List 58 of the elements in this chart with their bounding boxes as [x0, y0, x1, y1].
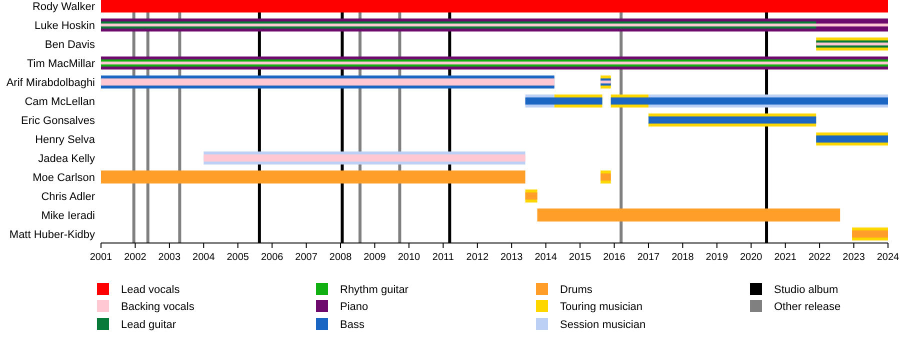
bar [610, 97, 888, 105]
x-tick-label: 2013 [500, 252, 524, 263]
y-tick-label: Arif Mirabdolbaghi [6, 77, 95, 89]
legend-label: Studio album [774, 284, 838, 296]
legend-label: Session musician [560, 319, 646, 331]
x-tick-label: 2008 [329, 252, 352, 263]
y-tick-label: Chris Adler [41, 191, 96, 203]
x-tick-label: 2024 [876, 252, 900, 263]
x-tick-label: 2004 [192, 252, 216, 263]
x-tick-label: 2019 [706, 252, 728, 263]
x-tick-label: 2011 [432, 252, 454, 263]
bar [816, 42, 888, 46]
bar [600, 173, 611, 181]
x-tick-label: 2009 [364, 252, 386, 263]
legend-label: Rhythm guitar [340, 284, 409, 296]
legend-label: Bass [340, 319, 365, 331]
x-tick-label: 2014 [534, 252, 558, 263]
x-tick-label: 2010 [398, 252, 421, 263]
legend-label: Lead vocals [121, 284, 180, 296]
x-tick-label: 2017 [637, 252, 660, 263]
y-tick-label: Luke Hoskin [34, 20, 95, 32]
y-tick-label: Rody Walker [32, 1, 96, 13]
x-tick-label: 2018 [672, 252, 694, 263]
legend-label: Touring musician [560, 301, 643, 313]
x-tick-label: 2006 [260, 252, 284, 263]
y-tick-label: Jadea Kelly [38, 153, 96, 165]
y-tick-label: Cam McLellan [24, 96, 95, 108]
legend-label: Drums [560, 284, 593, 296]
bar [101, 0, 888, 12]
bar [816, 135, 888, 143]
y-tick-label: Moe Carlson [32, 172, 95, 184]
y-tick-label: Henry Selva [35, 134, 96, 146]
y-tick-label: Eric Gonsalves [21, 115, 96, 127]
x-tick-label: 2005 [226, 252, 250, 263]
bar [101, 24, 888, 26]
y-tick-label: Ben Davis [44, 39, 96, 51]
y-tick-label: Mike Ieradi [41, 210, 95, 222]
x-tick-label: 2021 [774, 252, 797, 263]
legend-label: Piano [340, 301, 368, 313]
legend-label: Backing vocals [121, 301, 195, 313]
x-tick-label: 2001 [90, 252, 113, 263]
x-tick-label: 2023 [842, 252, 866, 263]
x-tick-label: 2002 [124, 252, 147, 263]
x-tick-label: 2022 [808, 252, 832, 263]
bar [525, 97, 602, 105]
x-tick-label: 2003 [158, 252, 181, 263]
x-tick-label: 2007 [295, 252, 318, 263]
bar [648, 116, 816, 124]
legend-label: Other release [774, 301, 841, 313]
legend-label: Lead guitar [121, 319, 176, 331]
bar [600, 80, 611, 84]
x-tick-label: 2015 [568, 252, 592, 263]
x-tick-label: 2020 [740, 252, 763, 263]
bar [101, 62, 888, 64]
y-tick-label: Tim MacMillar [26, 58, 96, 70]
y-tick-label: Matt Huber-Kidby [9, 229, 96, 241]
x-tick-label: 2016 [603, 252, 626, 263]
x-tick-label: 2012 [466, 252, 489, 263]
